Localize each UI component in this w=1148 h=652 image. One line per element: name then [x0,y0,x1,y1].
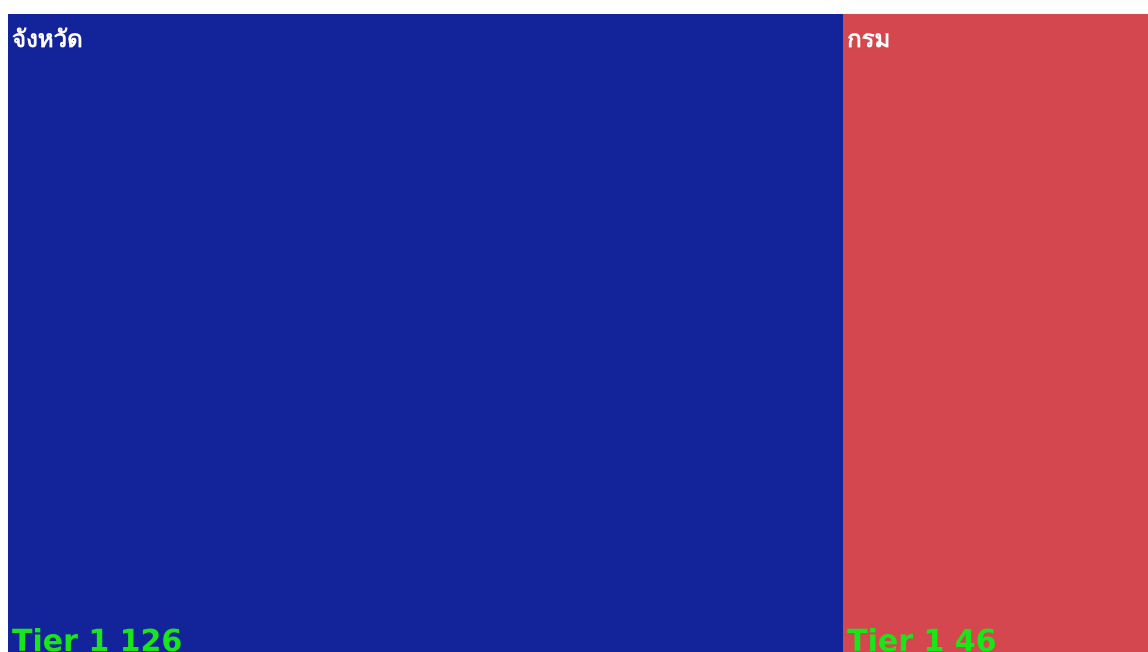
tile-category-label: จังหวัด [12,25,83,53]
tile-value-label: Tier 1 126 [12,624,183,652]
treemap-tile: กรม Tier 1 46 [843,14,1148,652]
treemap-tile: จังหวัด Tier 1 126 [8,14,844,652]
tile-category-label: กรม [847,25,891,53]
treemap-chart: จังหวัด Tier 1 126 กรม Tier 1 46 [8,14,1148,652]
tile-value-label: Tier 1 46 [847,624,997,652]
